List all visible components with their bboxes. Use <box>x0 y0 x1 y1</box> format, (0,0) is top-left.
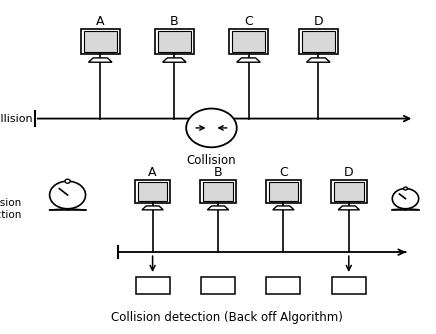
Text: Collision: Collision <box>187 154 236 167</box>
Text: B: B <box>170 15 179 28</box>
Bar <box>332 277 366 294</box>
Bar <box>266 180 301 203</box>
Bar <box>201 277 235 294</box>
Polygon shape <box>237 58 260 62</box>
Bar <box>135 180 170 203</box>
Polygon shape <box>338 206 359 210</box>
Bar <box>84 31 117 52</box>
Polygon shape <box>273 206 294 210</box>
Bar <box>203 182 233 200</box>
Text: JAM: JAM <box>337 281 360 291</box>
Circle shape <box>392 188 419 209</box>
Bar <box>200 180 236 203</box>
Bar <box>331 180 367 203</box>
Polygon shape <box>307 58 330 62</box>
Text: D: D <box>313 15 323 28</box>
Bar <box>158 31 191 52</box>
Circle shape <box>65 179 70 183</box>
Bar <box>232 31 265 52</box>
Text: D: D <box>344 166 354 179</box>
Text: A: A <box>148 166 157 179</box>
Bar <box>136 277 170 294</box>
Bar <box>266 277 300 294</box>
Text: JAM: JAM <box>141 281 164 291</box>
Circle shape <box>50 181 85 209</box>
Text: Collision: Collision <box>0 114 33 124</box>
Text: Collision detection (Back off Algorithm): Collision detection (Back off Algorithm) <box>111 311 343 324</box>
Text: C: C <box>244 15 253 28</box>
Circle shape <box>404 187 407 190</box>
Text: C: C <box>279 166 288 179</box>
Bar <box>302 31 335 52</box>
Bar <box>155 29 194 54</box>
Polygon shape <box>163 58 186 62</box>
Bar <box>81 29 120 54</box>
Polygon shape <box>208 206 228 210</box>
Polygon shape <box>89 58 112 62</box>
Bar <box>269 182 298 200</box>
Text: JAM: JAM <box>272 281 295 291</box>
Bar <box>299 29 338 54</box>
Circle shape <box>186 109 237 147</box>
Text: Collision
detection: Collision detection <box>0 198 22 219</box>
Text: A: A <box>96 15 105 28</box>
Polygon shape <box>142 206 163 210</box>
Text: JAM: JAM <box>207 281 229 291</box>
Bar <box>138 182 167 200</box>
Bar <box>334 182 364 200</box>
Text: B: B <box>214 166 222 179</box>
Bar <box>229 29 268 54</box>
